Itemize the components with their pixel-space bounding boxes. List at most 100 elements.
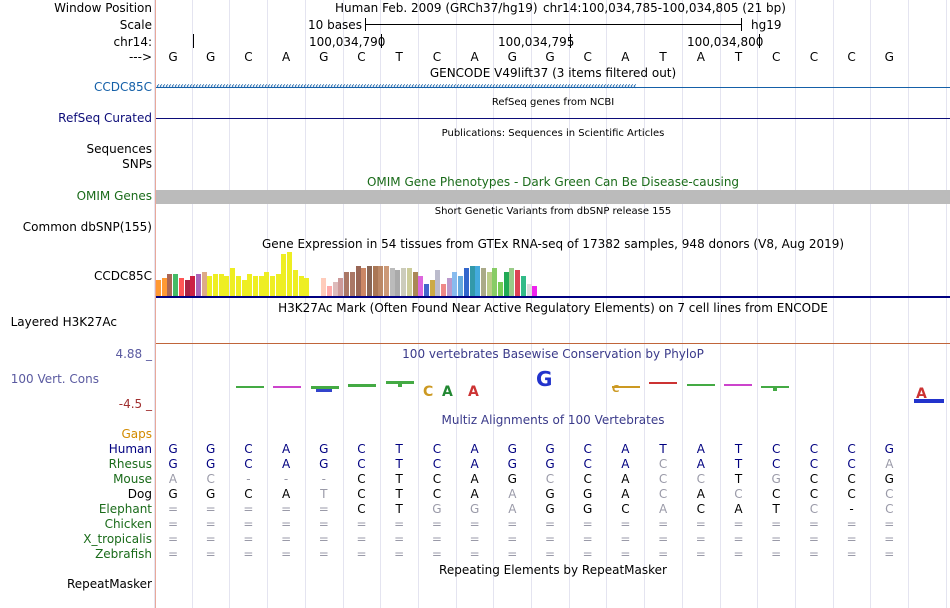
gtex-tissue-bar[interactable] [492,268,498,296]
gtex-tissue-bar[interactable] [270,276,275,296]
gtex-tissue-bar[interactable] [218,274,224,296]
gtex-tissue-bar[interactable] [366,266,372,296]
track-label-gencode[interactable]: CCDC85C [93,80,152,94]
track-label-repeatmasker[interactable]: RepeatMasker [66,577,152,591]
alignment-base-dog: C [734,487,743,501]
gtex-tissue-bar[interactable] [332,282,338,296]
gtex-tissue-bar[interactable] [252,276,258,296]
gtex-tissue-bar[interactable] [258,276,264,296]
gtex-tissue-bar[interactable] [241,280,247,296]
gtex-tissue-bar[interactable] [429,280,435,296]
alignment-base-x-tropicalis: = [394,532,405,546]
gtex-tissue-bar[interactable] [304,278,310,296]
species-label-mouse[interactable]: Mouse [113,472,152,486]
species-label-dog[interactable]: Dog [127,487,152,501]
gtex-tissue-bar[interactable] [321,278,327,296]
gtex-tissue-bar[interactable] [361,268,367,296]
base-letter: G [319,50,329,64]
gtex-tissue-bar[interactable] [161,278,167,296]
gtex-tissue-bar[interactable] [173,274,179,296]
gtex-tissue-bar[interactable] [309,280,315,296]
gtex-tissue-bar[interactable] [395,270,401,296]
gtex-tissue-bar[interactable] [475,266,481,296]
alignment-base-elephant: - [849,502,854,516]
gtex-tissue-bar[interactable] [509,268,515,296]
gtex-tissue-bar[interactable] [167,274,173,296]
species-label-chicken[interactable]: Chicken [104,517,152,531]
alignment-base-chicken: = [469,517,480,531]
gtex-tissue-bar[interactable] [441,284,446,296]
track-label-gaps[interactable]: Gaps [121,427,152,441]
gtex-tissue-bar[interactable] [458,276,464,296]
gtex-tissue-bar[interactable] [515,270,521,296]
gtex-tissue-bar[interactable] [463,268,469,296]
gtex-tissue-bar[interactable] [213,274,218,296]
gtex-tissue-bar[interactable] [503,272,509,296]
gtex-tissue-bar[interactable] [423,284,429,296]
strand-arrows: ‹‹‹‹‹‹‹‹‹‹‹‹‹‹‹‹‹‹‹‹‹‹‹‹‹‹‹‹‹‹‹‹‹‹‹‹‹‹‹‹… [156,81,637,92]
track-label-vert-cons[interactable]: 100 Vert. Cons [10,372,99,386]
gtex-tissue-bar[interactable] [378,266,384,296]
gtex-tissue-bar[interactable] [480,268,486,296]
base-letter: G [884,50,894,64]
gtex-tissue-bar[interactable] [178,278,184,296]
species-label-x-tropicalis[interactable]: X_tropicalis [83,532,152,546]
gtex-tissue-bar[interactable] [384,266,389,296]
track-label-snps[interactable]: SNPs [122,157,152,171]
gtex-tissue-bar[interactable] [355,266,361,296]
gtex-tissue-bar[interactable] [520,276,526,296]
gencode-gene-ccdc85c[interactable]: ‹‹‹‹‹‹‹‹‹‹‹‹‹‹‹‹‹‹‹‹‹‹‹‹‹‹‹‹‹‹‹‹‹‹‹‹‹‹‹‹… [156,80,950,94]
gtex-expression-chart[interactable] [156,252,950,296]
track-label-h3k27ac[interactable]: Layered H3K27Ac [10,315,117,329]
gtex-tissue-bar[interactable] [230,268,236,296]
omim-gene-bar[interactable] [156,190,950,204]
gtex-tissue-bar[interactable] [235,276,241,296]
gtex-tissue-bar[interactable] [418,276,424,296]
species-label-human[interactable]: Human [108,442,152,456]
gtex-tissue-bar[interactable] [532,286,538,296]
gtex-tissue-bar[interactable] [401,268,407,296]
gtex-tissue-bar[interactable] [349,272,355,296]
gtex-tissue-bar[interactable] [287,252,293,296]
gtex-tissue-bar[interactable] [224,276,230,296]
gtex-tissue-bar[interactable] [275,274,281,296]
track-label-refseq[interactable]: RefSeq Curated [58,111,152,125]
gtex-tissue-bar[interactable] [389,268,395,296]
gtex-tissue-bar[interactable] [446,278,452,296]
gtex-tissue-bar[interactable] [486,272,492,296]
gtex-tissue-bar[interactable] [207,276,213,296]
gtex-tissue-bar[interactable] [344,272,350,296]
gtex-tissue-bar[interactable] [281,254,287,296]
gtex-tissue-bar[interactable] [190,276,196,296]
gtex-tissue-bar[interactable] [526,284,532,296]
gtex-tissue-bar[interactable] [298,276,304,296]
gtex-tissue-bar[interactable] [412,272,418,296]
gtex-tissue-bar[interactable] [435,270,441,296]
gtex-tissue-bar[interactable] [315,282,321,296]
scale-bar-left-end [365,18,366,31]
gtex-tissue-bar[interactable] [469,266,475,296]
species-label-elephant[interactable]: Elephant [98,502,152,516]
gtex-tissue-bar[interactable] [372,266,378,296]
species-label-zebrafish[interactable]: Zebrafish [95,547,152,561]
gtex-tissue-bar[interactable] [156,280,161,296]
gtex-tissue-bar[interactable] [292,270,298,296]
gtex-tissue-bar[interactable] [327,286,332,296]
track-label-gtex[interactable]: CCDC85C [93,269,152,283]
gtex-tissue-bar[interactable] [452,272,458,296]
gtex-tissue-bar[interactable] [264,272,270,296]
track-label-dbsnp[interactable]: Common dbSNP(155) [22,220,152,234]
browser-track-image[interactable]: Human Feb. 2009 (GRCh37/hg19) chr14:100,… [154,0,950,608]
refseq-gene-line[interactable] [156,118,950,119]
track-label-sequences[interactable]: Sequences [86,142,152,156]
gtex-tissue-bar[interactable] [498,282,503,296]
gtex-tissue-bar[interactable] [338,278,344,296]
gtex-tissue-bar[interactable] [184,280,190,296]
phylop-conservation-logo[interactable]: C A A G C A [156,362,950,408]
gtex-tissue-bar[interactable] [406,268,412,296]
gtex-tissue-bar[interactable] [247,274,253,296]
species-label-rhesus[interactable]: Rhesus [108,457,152,471]
gtex-tissue-bar[interactable] [195,274,201,296]
gtex-tissue-bar[interactable] [201,272,207,296]
track-label-omim[interactable]: OMIM Genes [76,189,152,203]
